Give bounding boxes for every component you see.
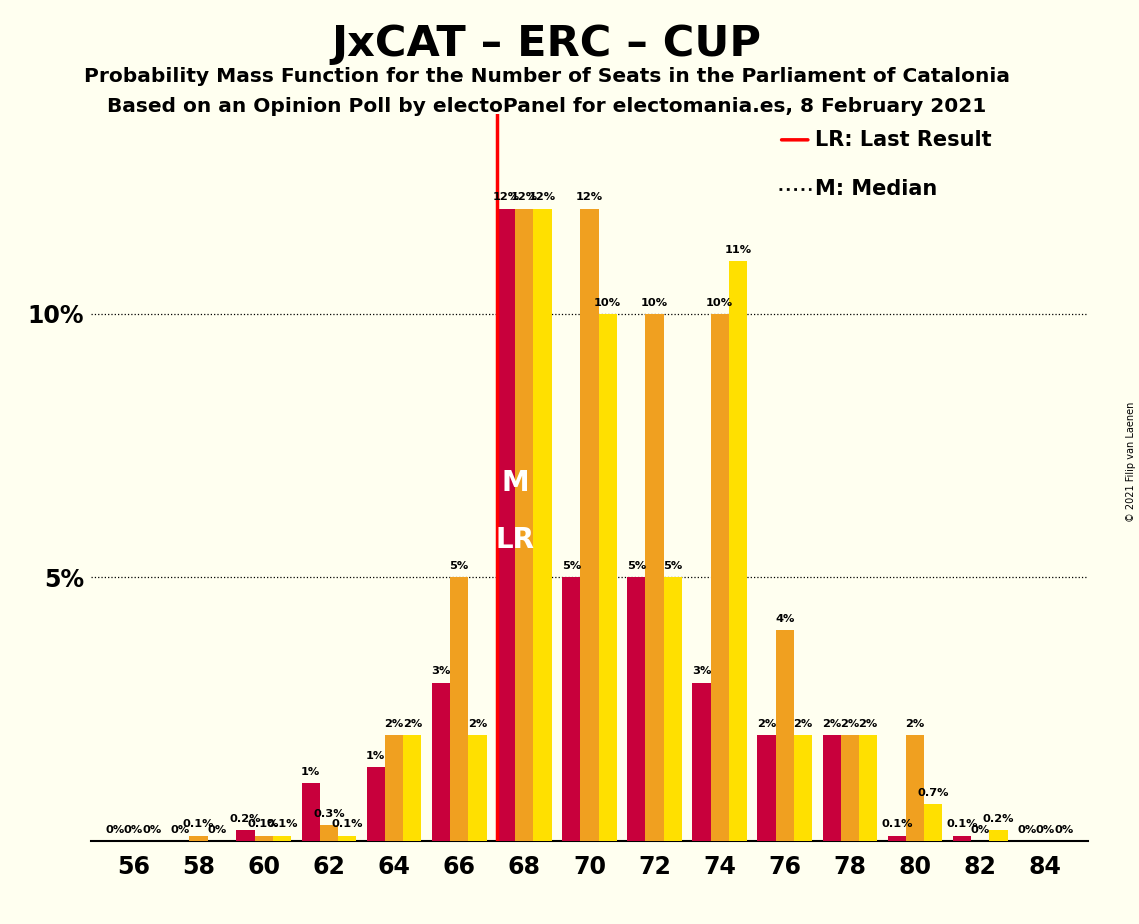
Bar bbox=[776, 630, 794, 841]
Bar bbox=[367, 767, 385, 841]
Text: 2%: 2% bbox=[757, 719, 777, 729]
Text: 0.2%: 0.2% bbox=[983, 814, 1014, 824]
Text: 0.1%: 0.1% bbox=[331, 820, 363, 829]
Bar bbox=[953, 835, 972, 841]
Text: 5%: 5% bbox=[562, 561, 581, 571]
Text: 12%: 12% bbox=[510, 192, 538, 202]
Text: 0%: 0% bbox=[106, 824, 125, 834]
Bar bbox=[906, 736, 924, 841]
Bar bbox=[822, 736, 841, 841]
Text: 0.1%: 0.1% bbox=[267, 820, 297, 829]
Bar bbox=[757, 736, 776, 841]
Text: LR: Last Result: LR: Last Result bbox=[814, 130, 991, 150]
Bar bbox=[664, 578, 682, 841]
Bar bbox=[189, 835, 207, 841]
Text: 2%: 2% bbox=[402, 719, 421, 729]
Bar bbox=[990, 831, 1008, 841]
Bar bbox=[599, 314, 617, 841]
Text: M: Median: M: Median bbox=[814, 179, 937, 200]
Text: LR: LR bbox=[495, 527, 534, 554]
Text: 0%: 0% bbox=[171, 824, 190, 834]
Text: 0.2%: 0.2% bbox=[230, 814, 261, 824]
Bar bbox=[403, 736, 421, 841]
Bar bbox=[646, 314, 664, 841]
Text: Probability Mass Function for the Number of Seats in the Parliament of Catalonia: Probability Mass Function for the Number… bbox=[84, 67, 1009, 86]
Text: 0.7%: 0.7% bbox=[918, 787, 949, 797]
Text: 11%: 11% bbox=[724, 245, 752, 255]
Text: 3%: 3% bbox=[432, 666, 451, 676]
Bar bbox=[533, 209, 551, 841]
Text: 1%: 1% bbox=[301, 767, 320, 776]
Bar bbox=[794, 736, 812, 841]
Text: 2%: 2% bbox=[906, 719, 925, 729]
Text: 3%: 3% bbox=[691, 666, 711, 676]
Text: 2%: 2% bbox=[794, 719, 813, 729]
Bar bbox=[711, 314, 729, 841]
Text: 0%: 0% bbox=[142, 824, 162, 834]
Text: 0.1%: 0.1% bbox=[882, 820, 912, 829]
Bar bbox=[924, 804, 942, 841]
Text: 0%: 0% bbox=[1054, 824, 1073, 834]
Bar bbox=[562, 578, 580, 841]
Bar bbox=[432, 683, 450, 841]
Text: 4%: 4% bbox=[776, 614, 795, 624]
Bar bbox=[255, 835, 273, 841]
Bar bbox=[887, 835, 906, 841]
Text: 0%: 0% bbox=[124, 824, 144, 834]
Text: Based on an Opinion Poll by electoPanel for electomania.es, 8 February 2021: Based on an Opinion Poll by electoPanel … bbox=[107, 97, 986, 116]
Text: 0%: 0% bbox=[1035, 824, 1055, 834]
Bar bbox=[693, 683, 711, 841]
Bar bbox=[450, 578, 468, 841]
Text: 0.1%: 0.1% bbox=[183, 820, 214, 829]
Text: © 2021 Filip van Laenen: © 2021 Filip van Laenen bbox=[1125, 402, 1136, 522]
Text: M: M bbox=[501, 468, 528, 496]
Bar bbox=[515, 209, 533, 841]
Text: 12%: 12% bbox=[576, 192, 603, 202]
Text: 2%: 2% bbox=[384, 719, 403, 729]
Bar bbox=[729, 261, 747, 841]
Bar bbox=[320, 825, 338, 841]
Bar bbox=[497, 209, 515, 841]
Bar bbox=[273, 835, 292, 841]
Text: 2%: 2% bbox=[859, 719, 878, 729]
Text: 5%: 5% bbox=[626, 561, 646, 571]
Text: 0%: 0% bbox=[207, 824, 227, 834]
Text: 0.1%: 0.1% bbox=[248, 820, 279, 829]
Text: 2%: 2% bbox=[468, 719, 487, 729]
Text: 5%: 5% bbox=[450, 561, 469, 571]
Bar bbox=[237, 831, 255, 841]
Text: 2%: 2% bbox=[822, 719, 842, 729]
Text: 1%: 1% bbox=[366, 750, 385, 760]
Text: 2%: 2% bbox=[841, 719, 860, 729]
Bar bbox=[628, 578, 646, 841]
Bar bbox=[338, 835, 357, 841]
Bar bbox=[302, 783, 320, 841]
Text: JxCAT – ERC – CUP: JxCAT – ERC – CUP bbox=[331, 23, 762, 65]
Bar bbox=[385, 736, 403, 841]
Text: 5%: 5% bbox=[663, 561, 682, 571]
Bar bbox=[841, 736, 859, 841]
Bar bbox=[580, 209, 599, 841]
Text: 0.1%: 0.1% bbox=[947, 820, 977, 829]
Bar bbox=[468, 736, 486, 841]
Text: 0.3%: 0.3% bbox=[313, 808, 345, 819]
Text: 10%: 10% bbox=[641, 298, 669, 308]
Text: 0%: 0% bbox=[970, 824, 990, 834]
Text: 10%: 10% bbox=[595, 298, 621, 308]
Text: 0%: 0% bbox=[1017, 824, 1036, 834]
Text: 12%: 12% bbox=[528, 192, 556, 202]
Bar bbox=[859, 736, 877, 841]
Text: 12%: 12% bbox=[492, 192, 519, 202]
Text: 10%: 10% bbox=[706, 298, 734, 308]
